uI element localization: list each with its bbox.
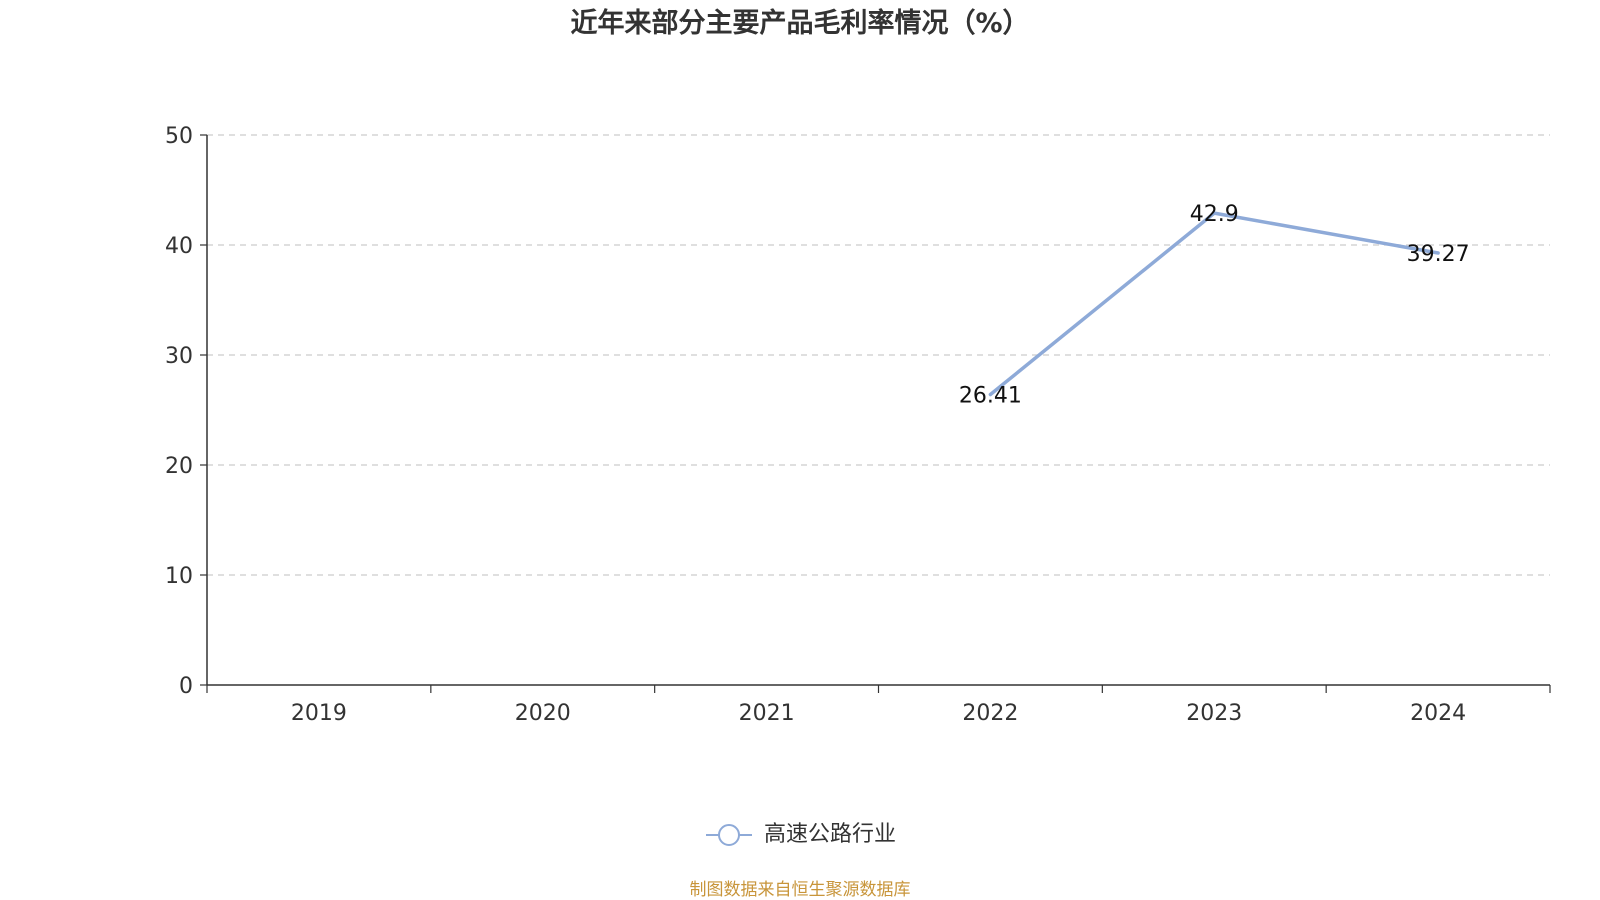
x-tick-label: 2022 xyxy=(962,701,1018,726)
y-tick-label: 30 xyxy=(165,344,193,369)
x-tick-label: 2023 xyxy=(1186,701,1242,726)
chart-title: 近年来部分主要产品毛利率情况（%） xyxy=(570,8,1030,39)
y-tick-label: 0 xyxy=(179,674,193,699)
axes: 0 10 20 30 40 50 2019 2020 2021 2022 2023 2024 xyxy=(165,124,1551,726)
data-labels: 26.41 42.9 39.27 xyxy=(959,202,1470,408)
x-tick-label: 2019 xyxy=(291,701,347,726)
data-label: 39.27 xyxy=(1407,242,1470,267)
legend[interactable]: 高速公路行业 xyxy=(0,822,1600,848)
data-label: 42.9 xyxy=(1190,202,1239,227)
y-tick-label: 10 xyxy=(165,564,193,589)
series xyxy=(988,211,1440,397)
source-note: 制图数据来自恒生聚源数据库 xyxy=(689,880,911,900)
grid-lines xyxy=(207,134,1550,576)
data-label: 26.41 xyxy=(959,383,1022,408)
series-line xyxy=(988,211,1440,397)
legend-series-marker-icon xyxy=(705,824,752,846)
y-tick-label: 20 xyxy=(165,454,193,479)
x-tick-label: 2024 xyxy=(1410,701,1466,726)
legend-series-label: 高速公路行业 xyxy=(763,822,896,847)
y-tick-label: 50 xyxy=(165,124,193,149)
x-tick-label: 2021 xyxy=(739,701,795,726)
x-tick-label: 2020 xyxy=(515,701,571,726)
y-tick-label: 40 xyxy=(165,234,193,259)
